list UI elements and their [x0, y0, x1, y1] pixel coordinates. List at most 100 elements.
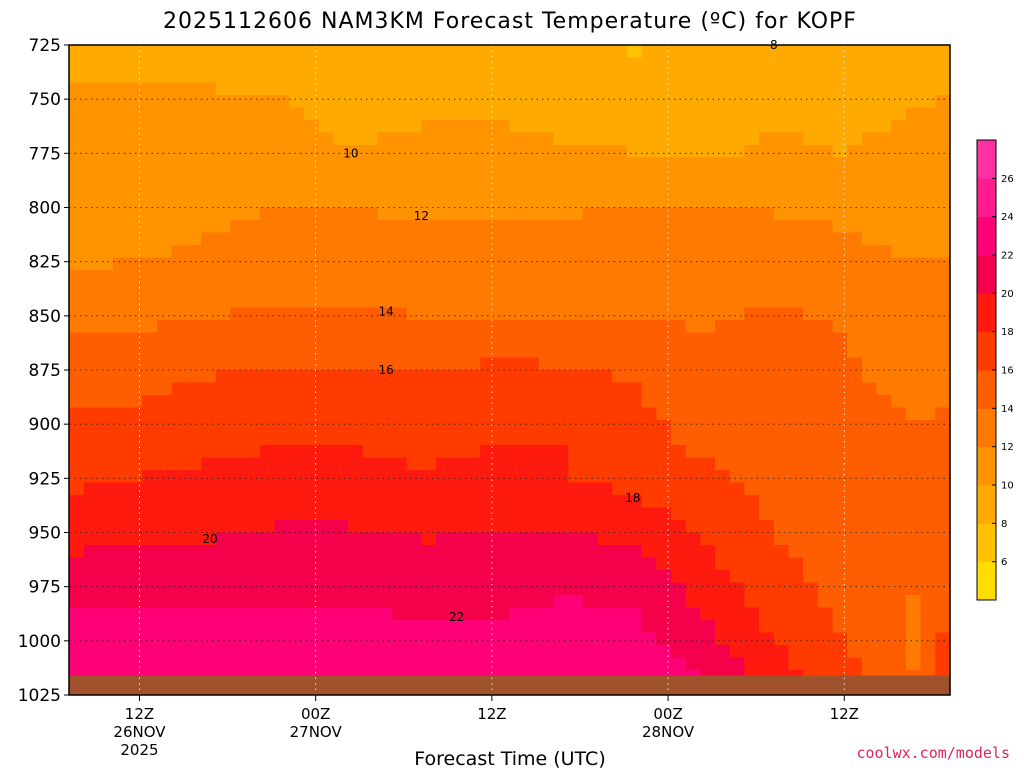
heatmap-cell	[450, 257, 467, 271]
heatmap-cell	[303, 207, 320, 221]
heatmap-cell	[582, 320, 599, 334]
heatmap-cell	[98, 107, 114, 121]
heatmap-cell	[421, 545, 437, 559]
heatmap-cell	[230, 57, 246, 71]
heatmap-cell	[127, 570, 144, 584]
heatmap-cell	[201, 557, 217, 571]
heatmap-cell	[303, 170, 320, 184]
heatmap-cell	[215, 545, 232, 559]
heatmap-cell	[83, 220, 99, 234]
heatmap-cell	[905, 382, 922, 396]
heatmap-cell	[876, 245, 892, 259]
heatmap-cell	[259, 170, 276, 184]
heatmap-cell	[685, 207, 701, 221]
heatmap-cell	[568, 570, 584, 584]
heatmap-cell	[744, 657, 760, 671]
colorbar-swatch	[977, 293, 996, 333]
heatmap-cell	[935, 132, 950, 146]
heatmap-cell	[817, 557, 834, 571]
heatmap-cell	[83, 470, 99, 484]
heatmap-cell	[509, 482, 525, 496]
heatmap-cell	[803, 532, 819, 546]
heatmap-cell	[626, 270, 643, 284]
heatmap-cell	[891, 120, 907, 134]
heatmap-cell	[773, 645, 790, 659]
heatmap-cell	[347, 282, 364, 296]
heatmap-cell	[847, 95, 863, 109]
heatmap-cell	[392, 470, 408, 484]
heatmap-cell	[274, 382, 290, 396]
heatmap-cell	[905, 132, 922, 146]
heatmap-cell	[303, 607, 320, 621]
heatmap-cell	[303, 220, 320, 234]
heatmap-cell	[230, 220, 246, 234]
heatmap-cell	[656, 395, 672, 409]
heatmap-cell	[377, 170, 393, 184]
heatmap-cell	[671, 157, 687, 171]
heatmap-cell	[142, 207, 158, 221]
heatmap-cell	[215, 145, 232, 159]
colorbar-swatch	[977, 255, 996, 294]
heatmap-cell	[450, 120, 467, 134]
heatmap-cell	[377, 557, 393, 571]
colorbar-tick-label: 8	[1001, 519, 1007, 530]
heatmap-cell	[333, 520, 349, 534]
heatmap-cell	[142, 257, 158, 271]
heatmap-cell	[318, 332, 334, 346]
heatmap-cell	[773, 70, 790, 84]
credit-link[interactable]: coolwx.com/models	[856, 744, 1010, 762]
heatmap-cell	[729, 595, 746, 609]
heatmap-cell	[480, 370, 496, 384]
heatmap-cell	[436, 520, 452, 534]
heatmap-cell	[685, 645, 701, 659]
heatmap-cell	[612, 620, 628, 634]
heatmap-cell	[421, 607, 437, 621]
heatmap-cell	[759, 207, 775, 221]
heatmap-cell	[421, 107, 437, 121]
heatmap-cell	[465, 495, 481, 509]
heatmap-cell	[421, 120, 437, 134]
heatmap-cell	[861, 345, 878, 359]
heatmap-cell	[715, 507, 731, 521]
heatmap-cell	[494, 457, 511, 471]
heatmap-cell	[465, 70, 481, 84]
heatmap-cell	[98, 120, 114, 134]
heatmap-cell	[245, 195, 261, 209]
heatmap-cell	[935, 145, 950, 159]
heatmap-cell	[847, 207, 863, 221]
heatmap-cell	[920, 132, 936, 146]
heatmap-cell	[333, 220, 349, 234]
heatmap-cell	[729, 357, 746, 371]
heatmap-cell	[318, 345, 334, 359]
heatmap-cell	[127, 295, 144, 309]
heatmap-cell	[744, 132, 760, 146]
heatmap-cell	[259, 345, 276, 359]
heatmap-cell	[612, 607, 628, 621]
heatmap-cell	[671, 220, 687, 234]
heatmap-cell	[847, 457, 863, 471]
heatmap-cell	[83, 532, 99, 546]
heatmap-cell	[641, 520, 657, 534]
heatmap-cell	[274, 170, 290, 184]
heatmap-cell	[362, 207, 378, 221]
heatmap-cell	[421, 382, 437, 396]
heatmap-cell	[582, 420, 599, 434]
heatmap-cell	[729, 582, 746, 596]
heatmap-cell	[406, 257, 422, 271]
heatmap-cell	[671, 307, 687, 321]
heatmap-cell	[509, 370, 525, 384]
heatmap-cell	[832, 320, 848, 334]
heatmap-cell	[406, 470, 422, 484]
heatmap-cell	[832, 332, 848, 346]
heatmap-cell	[656, 620, 672, 634]
heatmap-cell	[700, 232, 716, 246]
heatmap-cell	[274, 545, 290, 559]
heatmap-cell	[715, 407, 731, 421]
heatmap-cell	[788, 570, 804, 584]
heatmap-cell	[450, 520, 467, 534]
heatmap-cell	[142, 370, 158, 384]
heatmap-cell	[759, 145, 775, 159]
heatmap-cell	[773, 145, 790, 159]
heatmap-cell	[729, 270, 746, 284]
heatmap-cell	[524, 70, 540, 84]
